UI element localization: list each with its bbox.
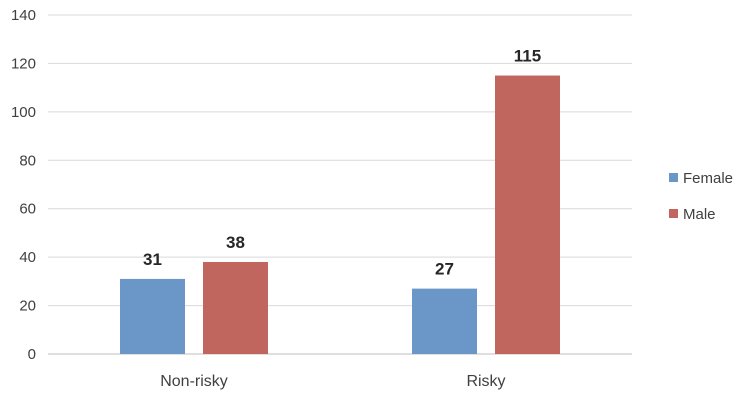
- y-tick-label: 140: [11, 7, 36, 24]
- legend: Female Male: [669, 170, 733, 223]
- data-label: 27: [435, 260, 454, 279]
- y-tick-label: 120: [11, 55, 36, 72]
- legend-swatch-male: [669, 209, 678, 218]
- bar-male-risky: [495, 75, 560, 355]
- bar-female-risky: [412, 288, 477, 354]
- data-label: 31: [143, 250, 162, 269]
- x-tick-label: Risky: [466, 373, 505, 390]
- legend-label-female: Female: [683, 170, 733, 187]
- data-label: 38: [226, 233, 245, 252]
- y-tick-label: 40: [19, 249, 36, 266]
- y-tick-label: 80: [19, 152, 36, 169]
- x-tick-label: Non-risky: [160, 373, 228, 390]
- legend-label-male: Male: [683, 206, 716, 223]
- bar-male-non-risky: [203, 261, 268, 354]
- y-tick-label: 60: [19, 201, 36, 218]
- bar-layer: [120, 75, 560, 355]
- y-tick-label: 100: [11, 104, 36, 121]
- y-tick-label: 0: [28, 346, 36, 363]
- y-tick-label: 20: [19, 298, 36, 315]
- data-label: 115: [514, 47, 541, 66]
- label-layer: 0 20 40 60 80 100 120 140 31 38 Non-risky 27 115 Risk…: [11, 7, 541, 390]
- bar-female-non-risky: [120, 278, 185, 354]
- legend-swatch-female: [669, 173, 678, 182]
